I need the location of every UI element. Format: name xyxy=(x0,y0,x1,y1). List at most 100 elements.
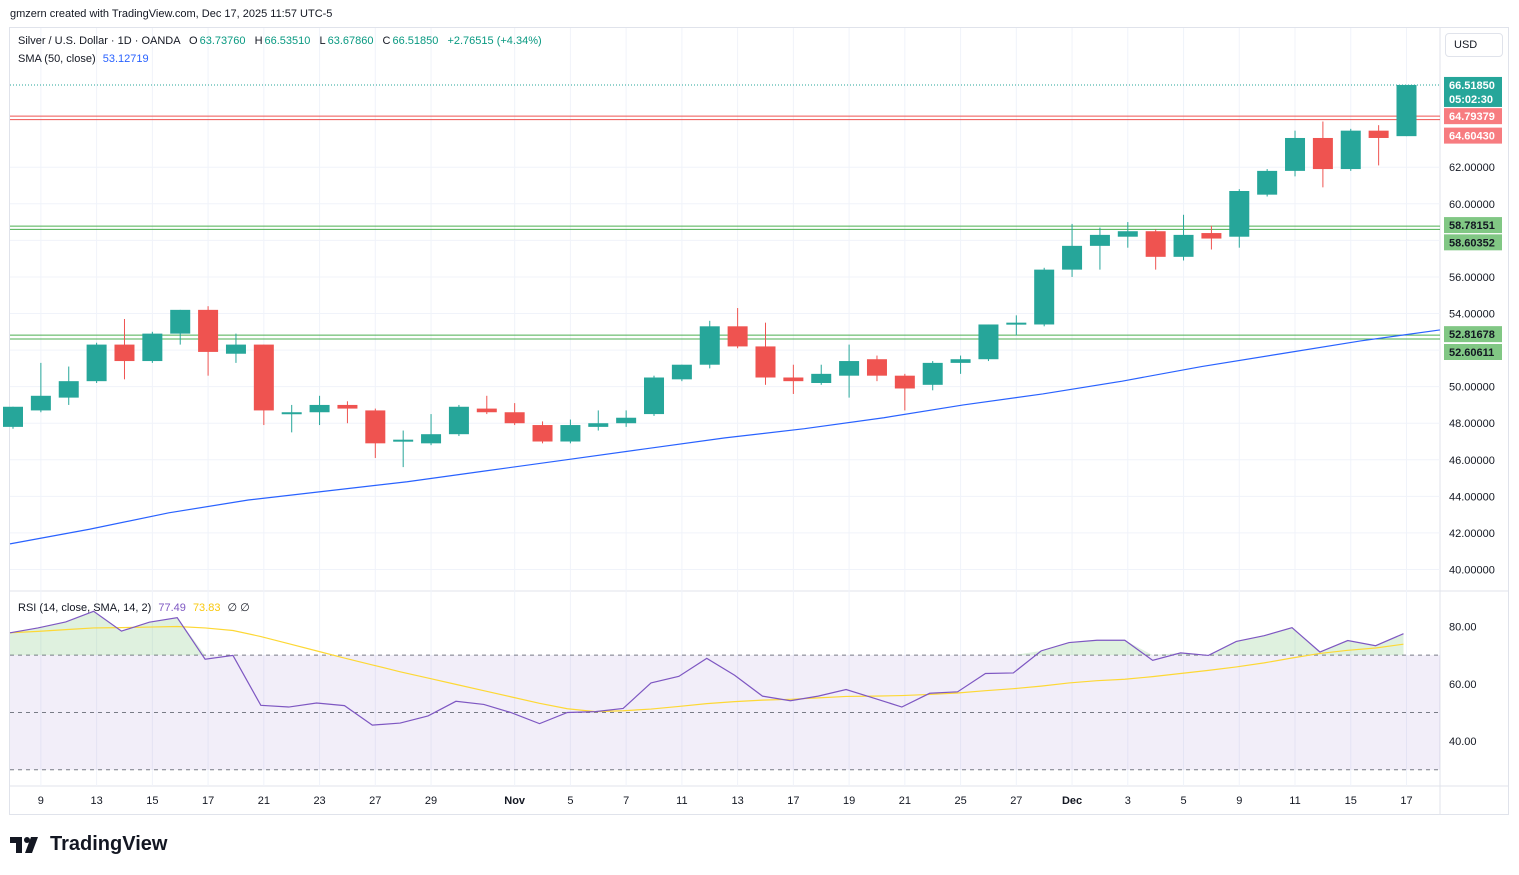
level-tag-green2-high: 52.81678 xyxy=(1444,326,1502,343)
time-tick-label: 11 xyxy=(1289,795,1300,807)
candle xyxy=(448,404,469,437)
candle xyxy=(58,366,79,405)
candle-body xyxy=(644,377,665,415)
rsi-sma-line xyxy=(9,625,1404,713)
candle xyxy=(504,403,525,426)
time-tick-label: 25 xyxy=(954,795,966,807)
time-tick-label: 23 xyxy=(313,795,325,807)
candle xyxy=(142,331,163,363)
candle xyxy=(671,364,692,382)
candle xyxy=(421,414,442,446)
candle-body xyxy=(1340,130,1361,170)
time-tick-label: 5 xyxy=(1180,795,1186,807)
candle xyxy=(1285,130,1306,177)
price-tick-label: 62.00000 xyxy=(1449,162,1495,174)
time-tick-label: 21 xyxy=(899,795,911,807)
candle-body xyxy=(365,410,386,444)
time-tick-label: 27 xyxy=(1010,795,1022,807)
candle xyxy=(1257,169,1278,197)
rsi-legend-value: 77.49 xyxy=(158,602,186,614)
time-tick-label: 17 xyxy=(202,795,214,807)
candle-body xyxy=(727,326,748,347)
candle-body xyxy=(1117,231,1138,237)
legend-open-label: O xyxy=(189,35,198,47)
candle-body xyxy=(86,344,107,382)
candle-body xyxy=(1145,231,1166,257)
sma-legend-value: 53.12719 xyxy=(102,53,149,65)
candle-body xyxy=(1173,234,1194,257)
candle-body xyxy=(783,377,804,382)
candle xyxy=(588,410,609,431)
candle xyxy=(644,375,665,416)
candle xyxy=(616,410,637,427)
candle xyxy=(170,309,191,345)
rsi-tick-label: 40.00 xyxy=(1449,736,1477,748)
time-tick-label: 11 xyxy=(676,795,687,807)
level-tag-green1-low-text: 58.60352 xyxy=(1449,237,1495,249)
legend-low-label: L xyxy=(319,35,326,47)
candle-body xyxy=(1257,170,1278,195)
price-tick-label: 44.00000 xyxy=(1449,491,1495,503)
time-tick-label: Dec xyxy=(1062,795,1082,807)
candle-body xyxy=(504,412,525,424)
candle xyxy=(198,306,219,376)
candle-body xyxy=(337,404,358,409)
candle xyxy=(839,344,860,398)
candle-body xyxy=(1089,234,1110,246)
time-tick-label: 19 xyxy=(843,795,855,807)
candle-body xyxy=(1285,137,1306,171)
candle-body xyxy=(699,326,720,365)
currency-button[interactable]: USD xyxy=(1445,33,1503,57)
candle-body xyxy=(225,344,246,354)
candle-body xyxy=(560,425,581,442)
time-tick-label: 21 xyxy=(258,795,270,807)
level-tag-green2-low-text: 52.60611 xyxy=(1449,347,1494,359)
level-tag-green2-low: 52.60611 xyxy=(1444,343,1502,360)
candle xyxy=(365,408,386,458)
price-tick-label: 40.00000 xyxy=(1449,565,1495,577)
candle-body xyxy=(58,381,79,398)
rsi-tick-label: 60.00 xyxy=(1449,679,1477,691)
time-tick-label: 13 xyxy=(731,795,743,807)
candle xyxy=(532,421,553,444)
last-price-tag-bg xyxy=(1444,76,1502,93)
legend-open: 63.73760 xyxy=(199,35,246,47)
level-tag-green1-high-bg xyxy=(1444,217,1502,234)
level-tag-red-high-text: 64.79379 xyxy=(1449,111,1495,123)
candle-body xyxy=(1312,137,1333,170)
candle xyxy=(337,401,358,424)
price-tick-label: 54.00000 xyxy=(1449,309,1495,321)
candle-body xyxy=(532,425,553,442)
level-tag-green1-high: 58.78151 xyxy=(1444,217,1502,234)
price-tick-label: 42.00000 xyxy=(1449,528,1495,540)
candle xyxy=(1368,125,1389,166)
candle xyxy=(1089,227,1110,270)
candle xyxy=(476,395,497,415)
candle-body xyxy=(476,408,497,413)
time-tick-label: 29 xyxy=(425,795,437,807)
time-tick-label: 15 xyxy=(1345,795,1357,807)
candle xyxy=(1396,84,1417,137)
candle xyxy=(894,373,915,411)
price-tick-label: 60.00000 xyxy=(1449,199,1495,211)
candle-body xyxy=(1006,322,1027,325)
level-tag-green1-low-bg xyxy=(1444,234,1502,251)
candle xyxy=(225,333,246,363)
candle xyxy=(1229,189,1250,248)
rsi-overbought-fill xyxy=(10,611,1404,656)
level-tag-green2-high-text: 52.81678 xyxy=(1449,329,1495,341)
candle xyxy=(1006,315,1027,336)
countdown-tag-bg xyxy=(1444,90,1502,107)
candle xyxy=(1034,267,1055,327)
level-tag-red-low-bg xyxy=(1444,127,1502,144)
candle-body xyxy=(393,439,414,442)
candle xyxy=(1117,222,1138,248)
tradingview-logo[interactable]: TradingView xyxy=(10,833,167,856)
last-price-tag: 66.51850 xyxy=(1444,76,1502,93)
candle-body xyxy=(309,404,330,413)
price-legend: Silver / U.S. Dollar · 1D · OANDA O 63.73… xyxy=(18,35,542,47)
legend-close-label: C xyxy=(382,35,391,47)
candle-body xyxy=(1201,233,1222,239)
candle-body xyxy=(671,364,692,380)
